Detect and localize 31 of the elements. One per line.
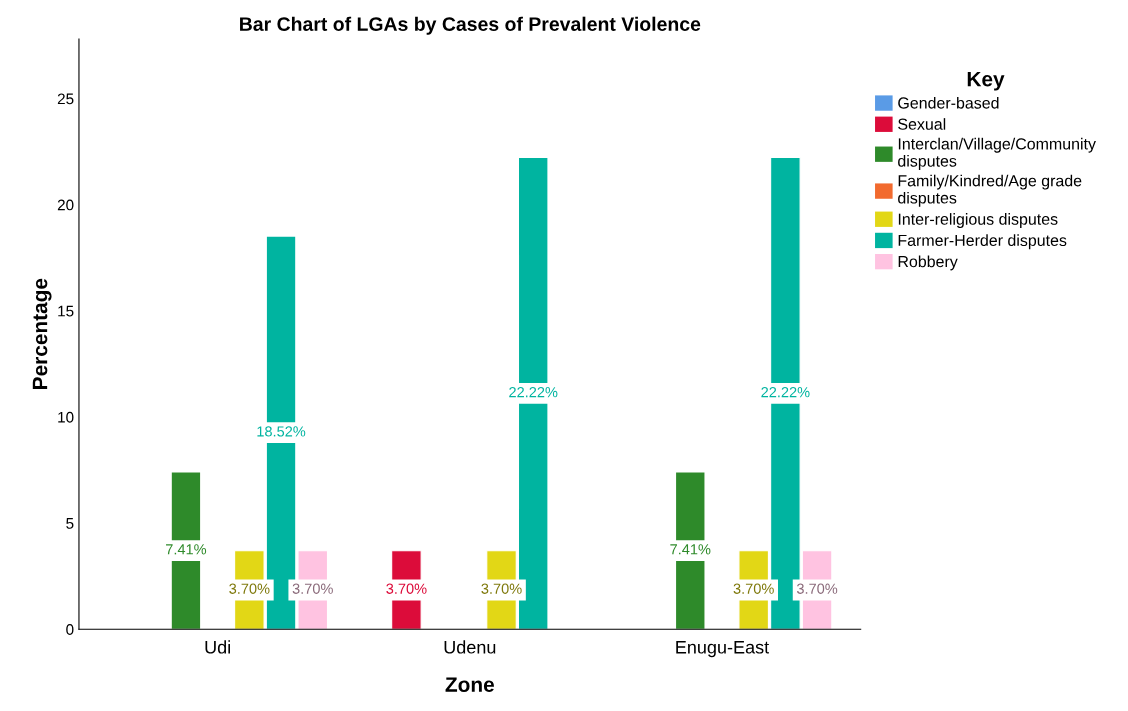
legend-title: Key xyxy=(967,71,1005,91)
x-tick-label: Udi xyxy=(205,640,230,654)
data-label: 3.70% xyxy=(796,583,838,594)
x-tick-label: Enugu-East xyxy=(676,641,770,658)
y-tick-label: 10 xyxy=(58,411,74,423)
data-label: 22.22% xyxy=(509,386,558,398)
legend-label: Sexual xyxy=(898,118,946,130)
legend-label: Gender-based xyxy=(898,96,999,109)
y-tick-label: 25 xyxy=(57,93,74,105)
legend-label: Inter-religious disputes xyxy=(898,213,1058,228)
x-axis-title: Zone xyxy=(445,677,494,692)
data-label: 7.41% xyxy=(166,544,207,555)
data-label: 22.22% xyxy=(761,386,810,398)
y-tick-label: 5 xyxy=(66,518,74,529)
y-axis-title: Percentage xyxy=(32,278,52,389)
y-tick-label: 20 xyxy=(57,199,74,211)
x-tick-label: Udenu xyxy=(444,640,496,654)
chart-title: Bar Chart of LGAs by Cases of Prevalent Violence xyxy=(240,16,701,35)
data-label: 3.70% xyxy=(229,583,270,594)
legend-label: Interclan/Village/Community disputes xyxy=(898,137,1096,170)
data-label: 3.70% xyxy=(292,583,333,594)
data-label: 3.70% xyxy=(386,583,427,594)
legend-label: Robbery xyxy=(898,255,958,271)
data-label: 3.70% xyxy=(733,583,774,594)
y-tick-label: 15 xyxy=(58,305,74,317)
data-label: 3.70% xyxy=(481,583,522,594)
legend-label: Family/Kindred/Age grade disputes xyxy=(898,174,1082,207)
legend-label: Farmer-Herder disputes xyxy=(898,234,1067,250)
data-label: 7.41% xyxy=(670,544,711,555)
y-tick-label: 0 xyxy=(66,624,74,635)
data-label: 18.52% xyxy=(257,426,306,437)
